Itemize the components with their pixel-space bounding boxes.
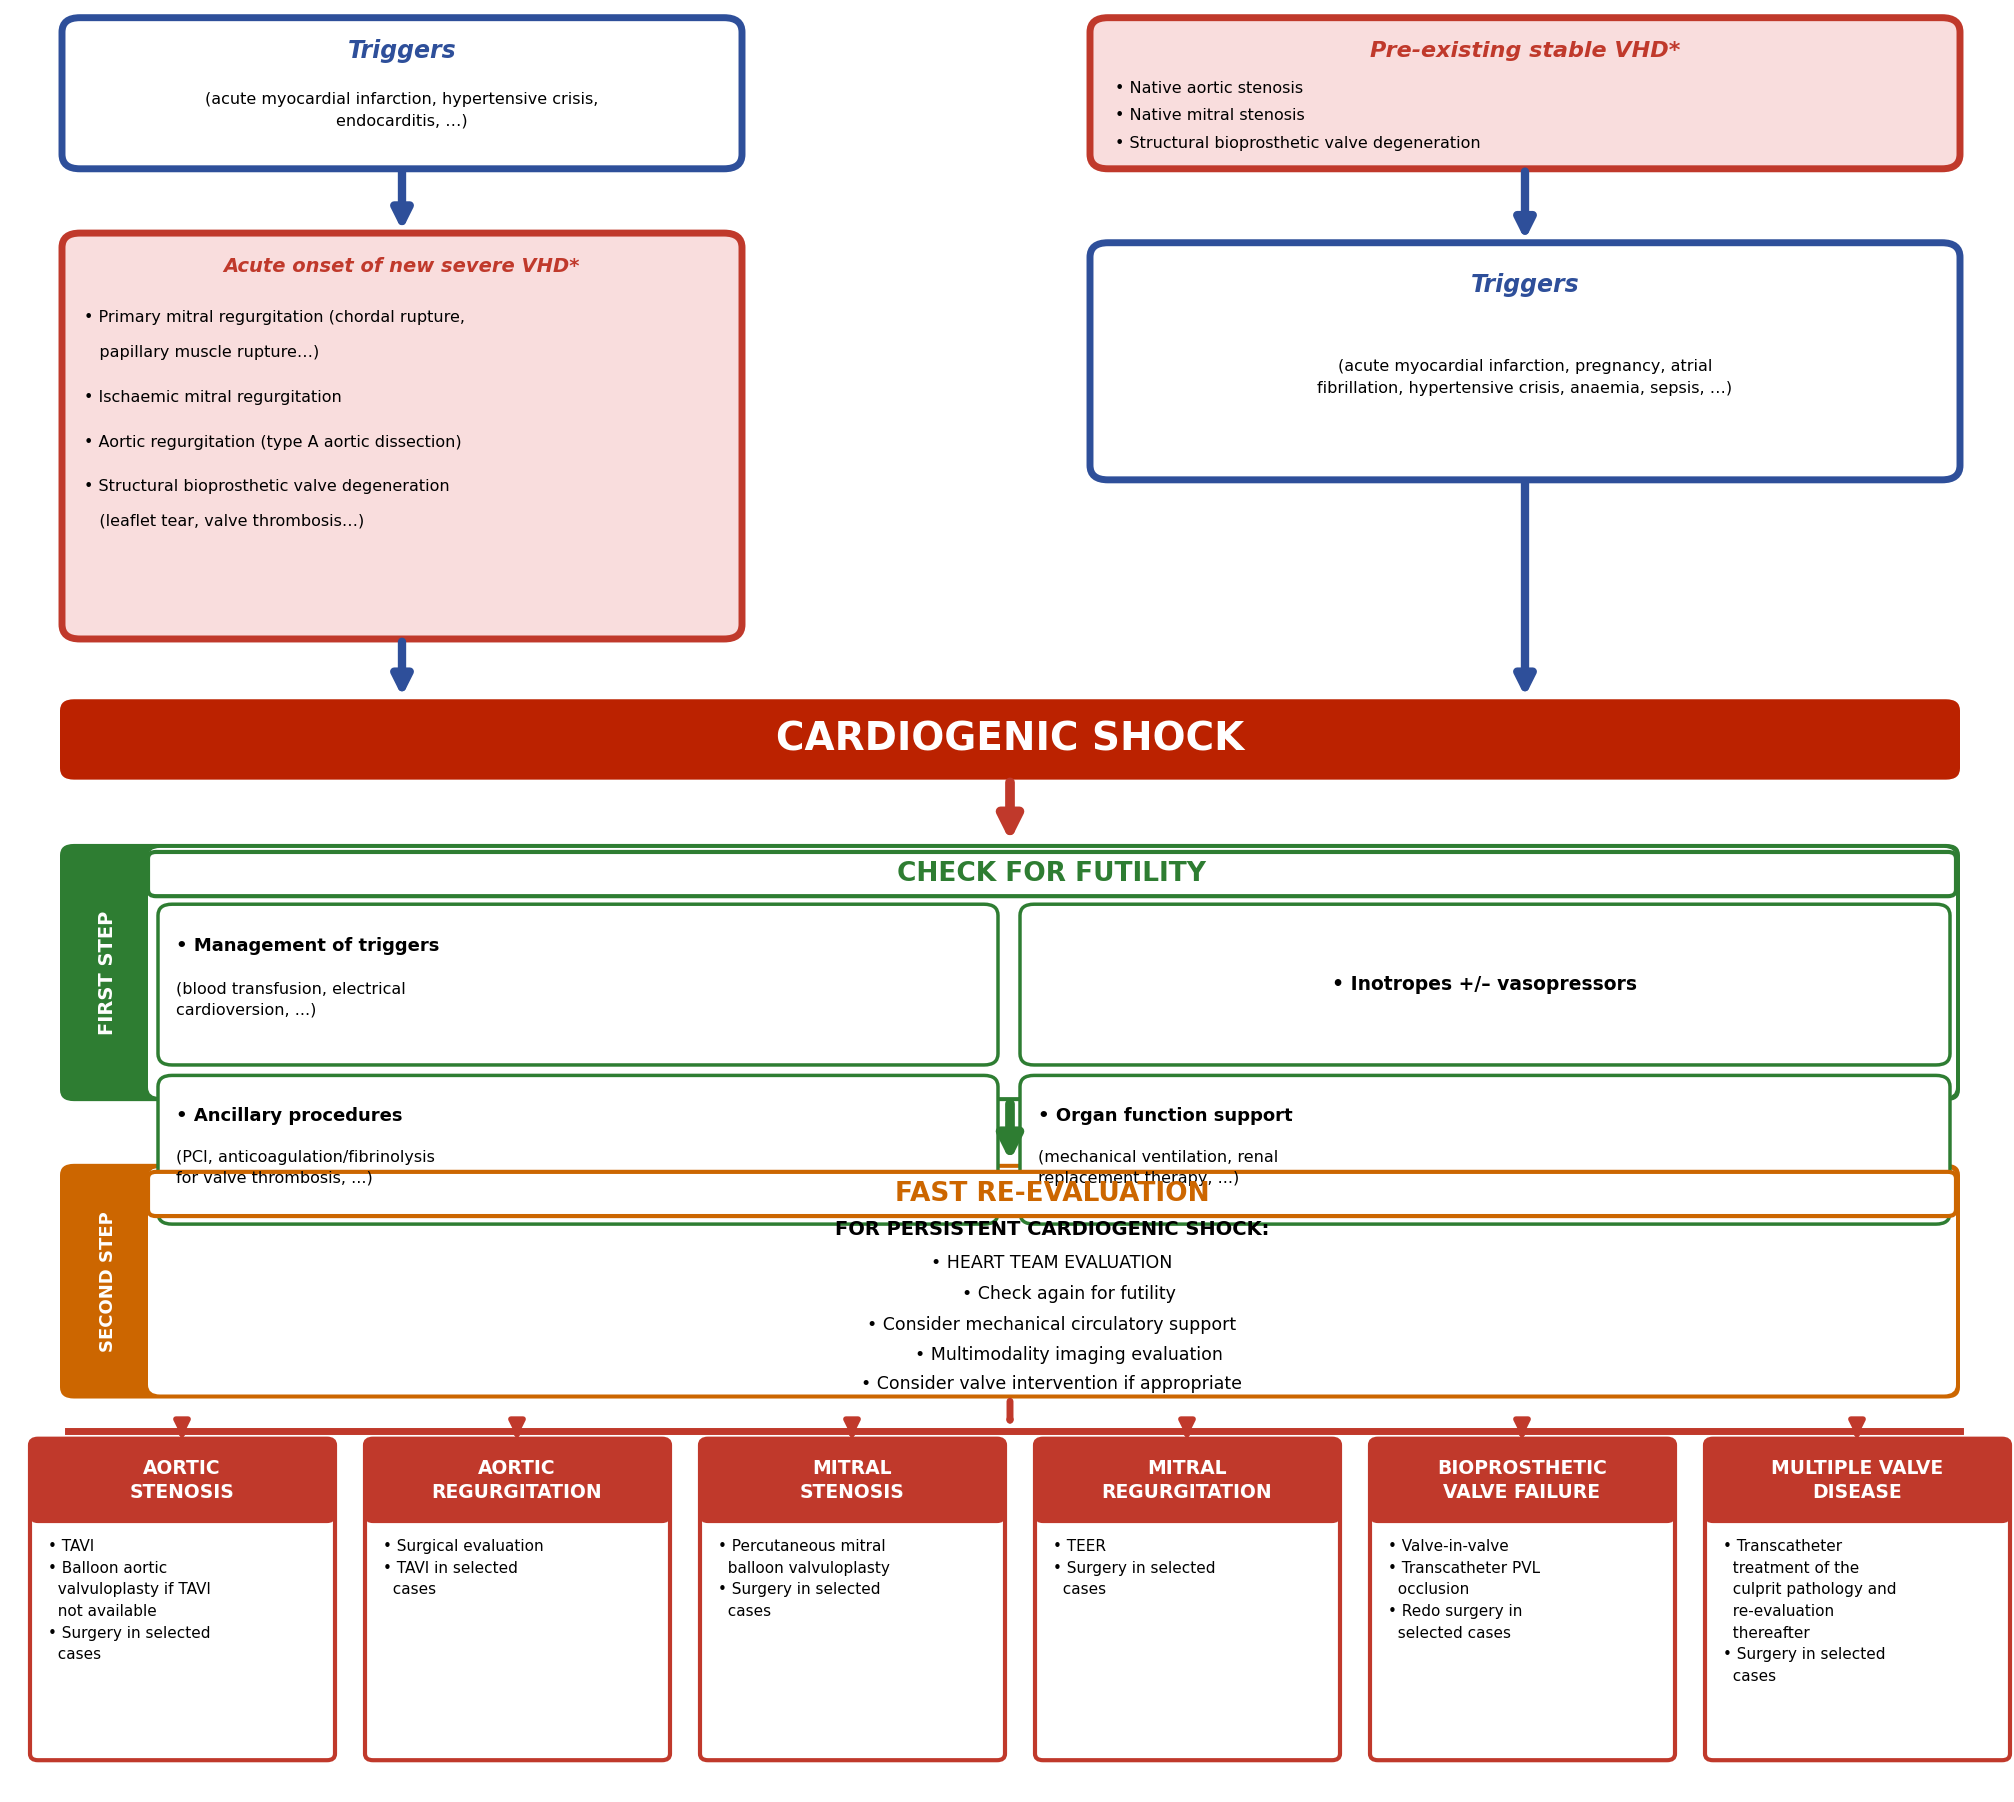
Text: (PCI, anticoagulation/fibrinolysis
for valve thrombosis, ...): (PCI, anticoagulation/fibrinolysis for v… — [175, 1150, 435, 1186]
FancyBboxPatch shape — [365, 1438, 671, 1761]
Text: AORTIC
STENOSIS: AORTIC STENOSIS — [129, 1460, 234, 1501]
Text: MULTIPLE VALVE
DISEASE: MULTIPLE VALVE DISEASE — [1770, 1460, 1941, 1501]
Text: (mechanical ventilation, renal
replacement therapy, ...): (mechanical ventilation, renal replaceme… — [1037, 1150, 1277, 1186]
Text: • Management of triggers: • Management of triggers — [175, 937, 439, 955]
FancyBboxPatch shape — [365, 1438, 671, 1523]
FancyBboxPatch shape — [699, 1438, 1005, 1761]
FancyBboxPatch shape — [60, 1164, 1960, 1398]
Text: papillary muscle rupture…): papillary muscle rupture…) — [85, 344, 318, 360]
Text: • Native mitral stenosis: • Native mitral stenosis — [1114, 108, 1305, 123]
FancyBboxPatch shape — [147, 852, 1956, 896]
Text: • Percutaneous mitral
  balloon valvuloplasty
• Surgery in selected
  cases: • Percutaneous mitral balloon valvulopla… — [717, 1539, 890, 1618]
Text: • Native aortic stenosis: • Native aortic stenosis — [1114, 81, 1303, 96]
Text: CARDIOGENIC SHOCK: CARDIOGENIC SHOCK — [775, 721, 1243, 759]
Text: Pre-existing stable VHD*: Pre-existing stable VHD* — [1370, 41, 1680, 61]
Text: • Structural bioprosthetic valve degeneration: • Structural bioprosthetic valve degener… — [85, 479, 449, 494]
FancyBboxPatch shape — [1370, 1438, 1674, 1523]
Text: (blood transfusion, electrical
cardioversion, ...): (blood transfusion, electrical cardiover… — [175, 980, 405, 1016]
Text: • Aortic regurgitation (type A aortic dissection): • Aortic regurgitation (type A aortic di… — [85, 434, 461, 449]
Text: Acute onset of new severe VHD*: Acute onset of new severe VHD* — [224, 258, 580, 276]
Text: FOR PERSISTENT CARDIOGENIC SHOCK:: FOR PERSISTENT CARDIOGENIC SHOCK: — [834, 1220, 1269, 1240]
Text: • TEER
• Surgery in selected
  cases: • TEER • Surgery in selected cases — [1053, 1539, 1214, 1597]
Text: (acute myocardial infarction, pregnancy, atrial
fibrillation, hypertensive crisi: (acute myocardial infarction, pregnancy,… — [1317, 359, 1732, 396]
Text: AORTIC
REGURGITATION: AORTIC REGURGITATION — [431, 1460, 602, 1501]
Text: • Transcatheter
  treatment of the
  culprit pathology and
  re-evaluation
  the: • Transcatheter treatment of the culprit… — [1722, 1539, 1895, 1683]
Text: • Check again for futility: • Check again for futility — [928, 1285, 1174, 1303]
Text: MITRAL
REGURGITATION: MITRAL REGURGITATION — [1102, 1460, 1271, 1501]
Text: • Consider valve intervention if appropriate: • Consider valve intervention if appropr… — [862, 1375, 1243, 1393]
FancyBboxPatch shape — [62, 232, 741, 640]
FancyBboxPatch shape — [62, 18, 741, 169]
FancyBboxPatch shape — [1019, 905, 1950, 1065]
FancyBboxPatch shape — [147, 849, 1956, 1097]
Text: FIRST STEP: FIRST STEP — [99, 910, 117, 1034]
FancyBboxPatch shape — [157, 1076, 997, 1224]
Text: • HEART TEAM EVALUATION: • HEART TEAM EVALUATION — [930, 1254, 1172, 1272]
FancyBboxPatch shape — [1704, 1438, 2010, 1761]
Text: • Ancillary procedures: • Ancillary procedures — [175, 1106, 403, 1124]
FancyBboxPatch shape — [30, 1438, 334, 1761]
FancyBboxPatch shape — [147, 1168, 1956, 1395]
FancyBboxPatch shape — [157, 905, 997, 1065]
FancyBboxPatch shape — [60, 699, 1960, 780]
Text: • Primary mitral regurgitation (chordal rupture,: • Primary mitral regurgitation (chordal … — [85, 310, 465, 324]
Text: (acute myocardial infarction, hypertensive crisis,
endocarditis, …): (acute myocardial infarction, hypertensi… — [205, 92, 598, 128]
Text: • Organ function support: • Organ function support — [1037, 1106, 1293, 1124]
Text: Triggers: Triggers — [1470, 272, 1579, 297]
Text: MITRAL
STENOSIS: MITRAL STENOSIS — [800, 1460, 904, 1501]
Text: Triggers: Triggers — [348, 40, 455, 63]
FancyBboxPatch shape — [1035, 1438, 1339, 1761]
Text: • Ischaemic mitral regurgitation: • Ischaemic mitral regurgitation — [85, 391, 342, 405]
FancyBboxPatch shape — [1704, 1438, 2010, 1523]
FancyBboxPatch shape — [30, 1438, 334, 1523]
Text: • Multimodality imaging evaluation: • Multimodality imaging evaluation — [882, 1346, 1222, 1364]
Text: BIOPROSTHETIC
VALVE FAILURE: BIOPROSTHETIC VALVE FAILURE — [1436, 1460, 1605, 1501]
Text: • Inotropes +/– vasopressors: • Inotropes +/– vasopressors — [1331, 975, 1637, 995]
Text: • Surgical evaluation
• TAVI in selected
  cases: • Surgical evaluation • TAVI in selected… — [383, 1539, 544, 1597]
Text: SECOND STEP: SECOND STEP — [99, 1211, 117, 1352]
FancyBboxPatch shape — [1370, 1438, 1674, 1761]
FancyBboxPatch shape — [1090, 18, 1960, 169]
Text: • Structural bioprosthetic valve degeneration: • Structural bioprosthetic valve degener… — [1114, 135, 1480, 151]
Text: • Consider mechanical circulatory support: • Consider mechanical circulatory suppor… — [866, 1315, 1237, 1333]
FancyBboxPatch shape — [1090, 243, 1960, 479]
Text: CHECK FOR FUTILITY: CHECK FOR FUTILITY — [896, 861, 1206, 887]
FancyBboxPatch shape — [1035, 1438, 1339, 1523]
Text: (leaflet tear, valve thrombosis…): (leaflet tear, valve thrombosis…) — [85, 514, 365, 528]
Text: • Valve-in-valve
• Transcatheter PVL
  occlusion
• Redo surgery in
  selected ca: • Valve-in-valve • Transcatheter PVL occ… — [1388, 1539, 1539, 1640]
Text: • TAVI
• Balloon aortic
  valvuloplasty if TAVI
  not available
• Surgery in sel: • TAVI • Balloon aortic valvuloplasty if… — [48, 1539, 211, 1661]
FancyBboxPatch shape — [147, 1171, 1956, 1216]
FancyBboxPatch shape — [60, 843, 1960, 1101]
FancyBboxPatch shape — [699, 1438, 1005, 1523]
Text: FAST RE-EVALUATION: FAST RE-EVALUATION — [894, 1180, 1208, 1207]
FancyBboxPatch shape — [1019, 1076, 1950, 1224]
